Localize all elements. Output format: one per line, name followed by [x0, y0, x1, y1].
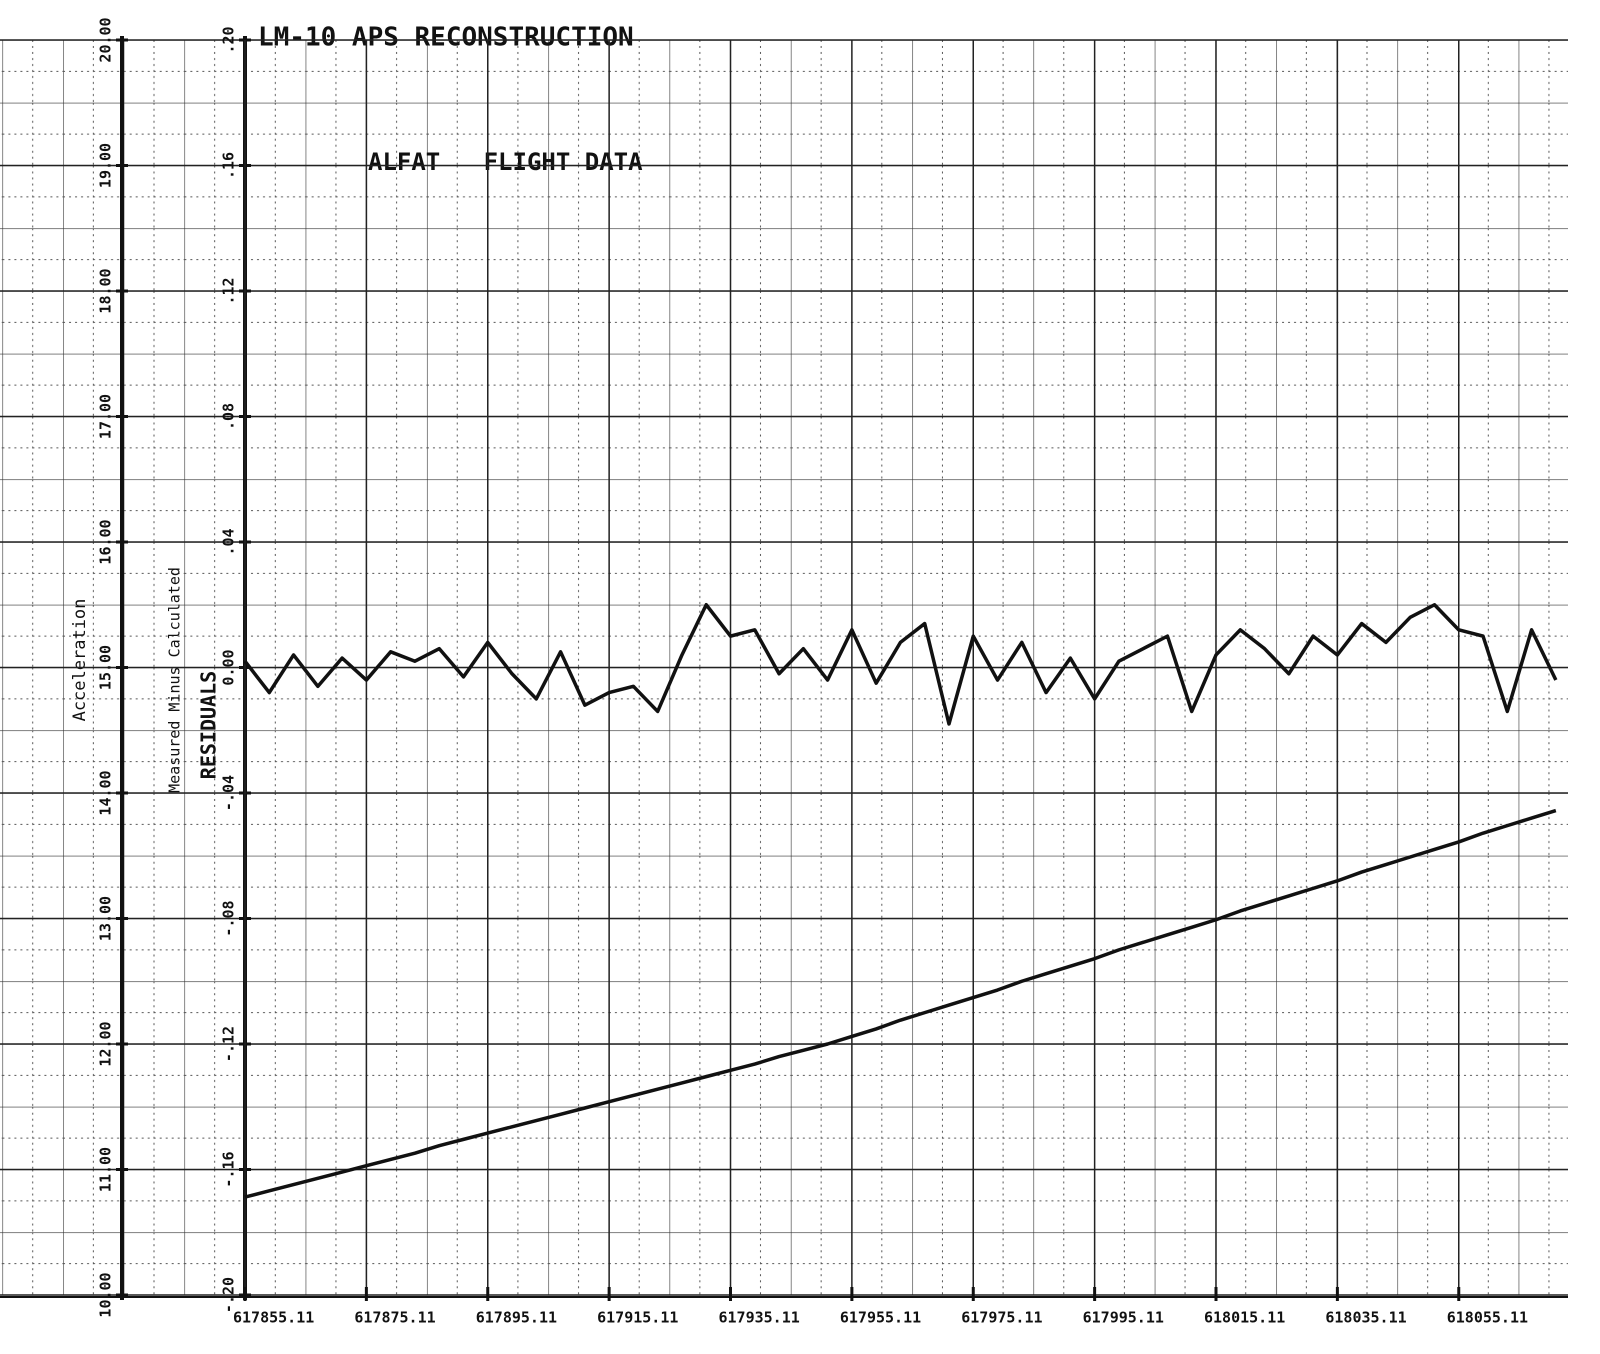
x-tick-label: 617895.11 [476, 1309, 557, 1327]
chart-subtitle: ALFAT FLIGHT DATA [368, 148, 643, 176]
x-tick-label: 617875.11 [354, 1309, 435, 1327]
x-tick-label: 617975.11 [961, 1309, 1042, 1327]
chart-title: LM-10 APS RECONSTRUCTION [258, 23, 634, 53]
series-line [244, 808, 1557, 1199]
x-tick-label: 618015.11 [1204, 1309, 1285, 1327]
x-tick-label: 618035.11 [1325, 1309, 1406, 1327]
y-tick-label: 12.00 [97, 1021, 115, 1066]
x-tick-label: 618055.11 [1447, 1309, 1528, 1327]
y2-tick-label: .16 [220, 152, 238, 179]
y-tick-label: 14.00 [97, 770, 115, 815]
y2-tick-label: .20 [220, 26, 238, 53]
y2-tick-label: -.08 [220, 900, 238, 936]
y-tick-label: 11.00 [97, 1147, 115, 1192]
x-tick-label: 617995.11 [1083, 1309, 1164, 1327]
y2-tick-label: .04 [220, 528, 238, 555]
y2-tick-label: -.16 [220, 1151, 238, 1187]
y2-tick-label: .12 [220, 277, 238, 304]
y2-tick-label: -.12 [220, 1026, 238, 1062]
y-axis-label: Acceleration [70, 599, 90, 722]
y2-tick-label: -.20 [220, 1277, 238, 1313]
y-tick-label: 16.00 [97, 519, 115, 564]
x-tick-label: 617855.11 [233, 1309, 314, 1327]
y-tick-label: 17.00 [97, 394, 115, 439]
y2-axis-label: Measured Minus Calculated [166, 567, 184, 793]
y-tick-label: 15.00 [97, 645, 115, 690]
x-tick-label: 617915.11 [597, 1309, 678, 1327]
y-tick-label: 18.00 [97, 268, 115, 313]
y-tick-label: 10.00 [97, 1272, 115, 1317]
y2-tick-label: 0.00 [220, 649, 238, 685]
y2-tick-label: -.04 [220, 775, 238, 811]
x-tick-label: 617955.11 [840, 1309, 921, 1327]
series-line [243, 603, 1558, 726]
x-tick-label: 617935.11 [719, 1309, 800, 1327]
y2-tick-label: .08 [220, 403, 238, 430]
y2-axis-sublabel: RESIDUALS [197, 671, 221, 779]
y-tick-label: 20.00 [97, 17, 115, 62]
y-tick-label: 19.00 [97, 143, 115, 188]
y-tick-label: 13.00 [97, 896, 115, 941]
